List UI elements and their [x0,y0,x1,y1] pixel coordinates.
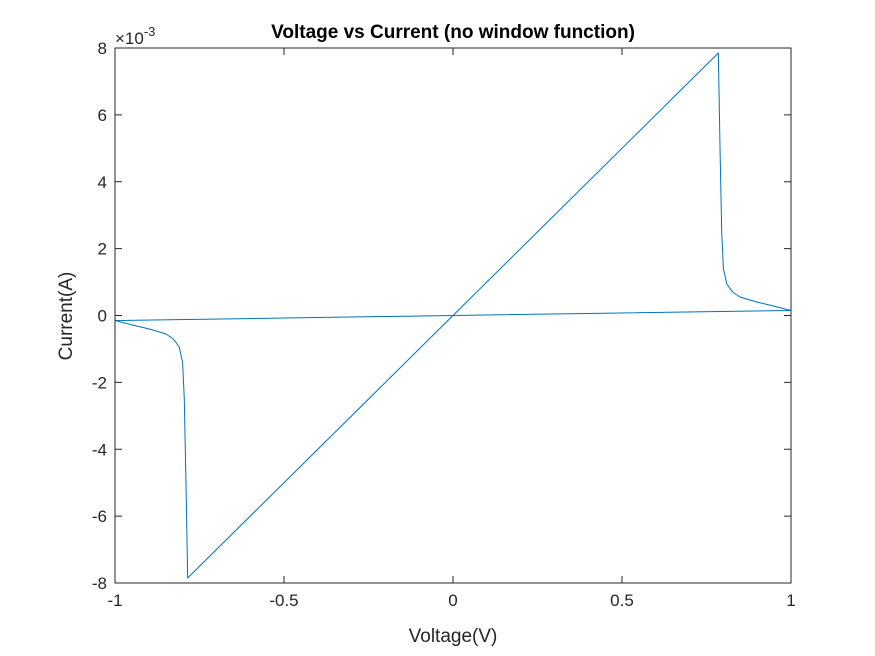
x-tick-label: -1 [107,591,122,610]
plot-frame [114,47,792,584]
y-exponent-base: ×10 [115,29,144,48]
y-axis-exponent: ×10-3 [115,24,155,48]
y-tick-label: 4 [98,173,107,192]
y-tick-label: 8 [98,39,107,58]
tick-labels: -1 -0.5 0 0.5 1 -8 -6 -4 -2 0 2 4 6 8 [92,39,796,610]
y-tick-label: -2 [92,373,107,392]
y-exponent-power: -3 [144,24,156,39]
y-tick-label: 2 [98,240,107,259]
x-tick-label: 0.5 [610,591,634,610]
y-tick-label: -4 [92,440,107,459]
y-tick-label: 6 [98,106,107,125]
y-tick-label: -8 [92,574,107,593]
data-series [114,52,792,579]
x-tick-label: -0.5 [269,591,298,610]
y-tick-label: -6 [92,507,107,526]
chart-title: Voltage vs Current (no window function) [271,22,635,43]
x-tick-label: 1 [786,591,795,610]
series-line [114,52,792,579]
x-tick-label: 0 [448,591,457,610]
x-axis-label: Voltage(V) [409,626,498,647]
y-tick-label: 0 [98,307,107,326]
y-axis-label: Current(A) [56,272,77,361]
